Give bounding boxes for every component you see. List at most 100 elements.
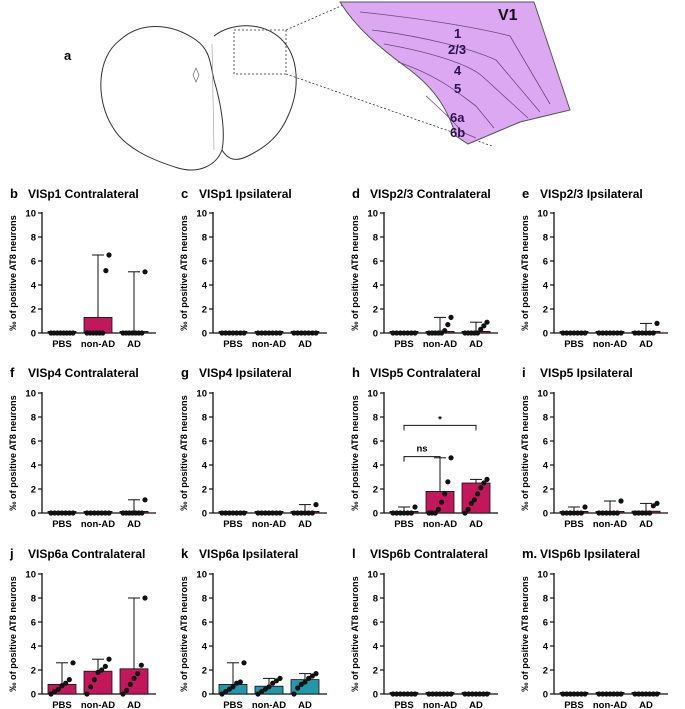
y-axis-label: ‰ of positive AT8 neurons [8,395,18,510]
panel-label-a: a [64,48,72,63]
chart-panel-b: b VISp1 Contralateral ‰ of positive AT8 ne… [8,186,156,350]
y-tick-label: 4 [31,280,37,291]
data-point [237,679,243,685]
data-point [295,685,301,691]
brain-left-hemisphere [100,26,224,171]
y-tick-label: 6 [373,617,378,628]
data-point [412,691,418,697]
data-point [578,691,584,697]
data-point [401,510,407,516]
data-point [237,330,243,336]
data-point [607,510,613,516]
x-tick-label: non-AD [252,339,286,350]
y-tick-label: 4 [202,641,208,652]
data-point [138,662,144,668]
data-point [295,510,301,516]
bar-non-ad [83,316,113,334]
data-point [59,683,65,689]
data-point [266,684,272,690]
data-point [643,330,649,336]
y-tick-label: 2 [31,304,36,315]
data-point [102,510,108,516]
data-point [567,510,573,516]
y-tick-label: 6 [543,617,548,628]
panel-label: b [10,186,18,201]
data-point [95,669,101,676]
x-tick-label: PBS [52,339,72,350]
data-point [478,326,484,332]
data-point [91,510,97,516]
chart-title: VISp1 Contralateral [28,187,139,201]
zoom-line-top [285,1,351,31]
y-tick-label: 4 [543,280,549,291]
data-point [100,330,106,336]
data-point [432,510,438,516]
layer-boundary-4 [397,61,495,129]
data-point [582,691,588,697]
data-point [632,691,638,697]
y-tick-label: 0 [373,508,378,519]
y-axis-label: ‰ of positive AT8 neurons [520,395,530,510]
chart-panel-m: m. VISp6b Ipsilateral ‰ of positive AT8 ne… [520,546,668,709]
data-point [575,330,581,336]
x-tick-label: PBS [564,339,584,350]
y-tick-label: 10 [196,388,207,399]
data-point [650,503,656,509]
data-point [95,510,101,516]
data-point [647,510,653,516]
data-point [484,691,490,697]
data-point [611,330,617,336]
x-tick-label: non-AD [81,700,115,709]
data-point [277,675,283,682]
data-point [259,330,265,336]
y-tick-label: 6 [543,436,548,447]
data-point [273,330,279,336]
y-tick-label: 2 [543,484,548,495]
data-point [270,680,276,686]
y-tick-label: 2 [543,304,548,315]
x-tick-label: AD [469,339,483,350]
data-point [63,510,69,516]
x-tick-label: non-AD [593,519,627,530]
x-tick-label: non-AD [252,519,286,530]
data-point [230,684,236,690]
x-tick-label: PBS [52,700,72,709]
x-tick-label: non-AD [81,339,115,350]
significance-bracket [403,424,477,431]
data-point [223,330,229,336]
data-point [266,510,272,516]
data-point [603,691,609,697]
data-point [571,510,577,516]
y-tick-label: 0 [31,508,36,519]
y-axis-label: ‰ of positive AT8 neurons [179,215,189,330]
data-point [575,510,581,516]
data-point [219,691,225,697]
data-point [614,330,620,336]
data-point [636,691,642,697]
data-point [560,510,566,516]
data-point [306,675,312,682]
significance-label: * [438,414,442,425]
data-point [466,691,472,697]
data-point [445,322,451,328]
data-point [607,330,613,336]
data-point [390,330,396,336]
data-point [255,691,261,697]
data-point [313,330,319,336]
data-point [66,510,72,516]
x-tick-label: non-AD [252,700,286,709]
data-point [614,510,620,516]
chart-title: VISp1 Ipsilateral [199,187,292,201]
data-point [52,510,58,516]
data-point [412,330,418,336]
data-point [63,680,69,686]
data-point [438,499,445,505]
data-point [262,330,268,336]
x-tick-label: PBS [394,339,414,350]
data-point [639,691,645,697]
chart-panel-h: h VISp5 Contralateral ‰ of positive AT8 ne… [350,365,498,530]
x-tick-label: AD [469,519,483,530]
y-tick-label: 6 [373,436,378,447]
data-point [306,510,312,516]
y-tick-label: 0 [543,689,548,700]
